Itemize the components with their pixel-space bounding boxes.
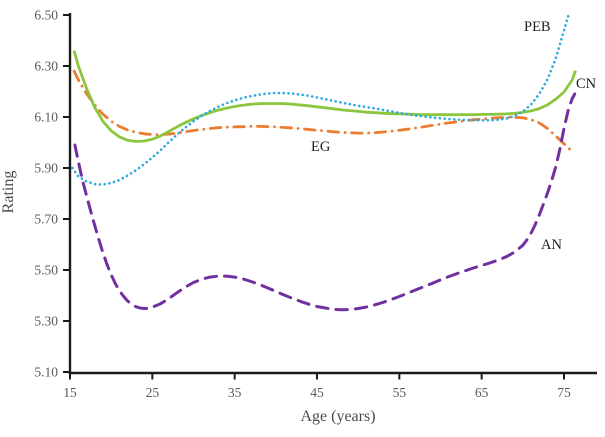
y-tick-label: 5.30 bbox=[34, 314, 58, 329]
y-axis-title: Rating bbox=[0, 171, 17, 214]
x-axis-title: Age (years) bbox=[300, 408, 375, 425]
x-tick-label: 35 bbox=[228, 385, 242, 400]
series-line-EG bbox=[72, 69, 574, 153]
x-tick-label: 25 bbox=[146, 385, 160, 400]
x-tick-label: 75 bbox=[557, 385, 571, 400]
y-tick-label: 5.10 bbox=[34, 365, 58, 380]
series-label-EG: EG bbox=[311, 139, 331, 155]
series-line-PEB bbox=[71, 12, 571, 186]
series-line-AN bbox=[73, 92, 577, 312]
series-label-AN: AN bbox=[541, 237, 562, 253]
curves-group bbox=[71, 12, 577, 312]
y-tick-label: 6.50 bbox=[34, 8, 58, 23]
y-tick-label: 6.30 bbox=[34, 59, 58, 74]
ticks-group bbox=[63, 14, 565, 380]
y-tick-label: 6.10 bbox=[34, 110, 58, 125]
y-tick-label: 5.50 bbox=[34, 263, 58, 278]
y-tick-label: 5.70 bbox=[34, 212, 58, 227]
x-tick-label: 55 bbox=[393, 385, 407, 400]
series-labels-group: EG AN CN PEB bbox=[311, 19, 597, 253]
x-tick-label: 45 bbox=[310, 385, 324, 400]
y-tick-label: 5.90 bbox=[34, 161, 58, 176]
series-line-CN bbox=[72, 50, 577, 143]
x-tick-label: 65 bbox=[475, 385, 489, 400]
x-tick-label: 15 bbox=[63, 385, 77, 400]
axes-group bbox=[68, 13, 597, 375]
tick-labels-group: 5.10 5.30 5.50 5.70 5.90 6.10 6.30 6.50 15 25 35 45… bbox=[34, 8, 571, 400]
series-label-PEB: PEB bbox=[524, 19, 551, 35]
series-label-CN: CN bbox=[576, 76, 597, 92]
